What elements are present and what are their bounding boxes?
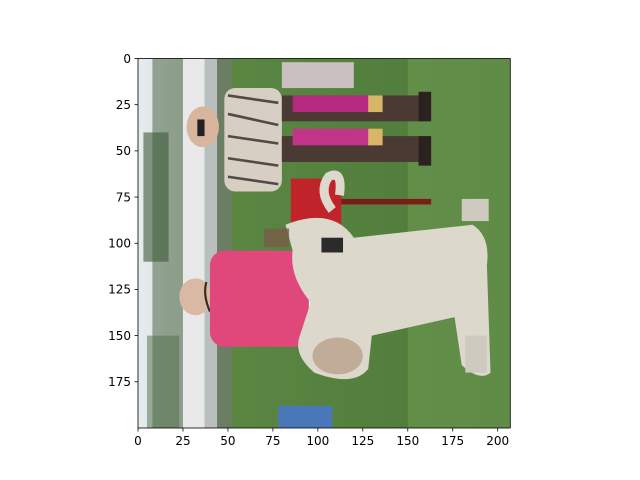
x-tick-label: 75 [265, 434, 280, 448]
y-tick-label: 175 [108, 375, 131, 389]
x-tick-label: 150 [396, 434, 419, 448]
x-tick-label: 200 [486, 434, 509, 448]
x-tick-label: 50 [220, 434, 235, 448]
y-axis: 0 25 50 75 100 125 150 175 [108, 52, 138, 389]
x-tick-label: 0 [134, 434, 142, 448]
photo-image [138, 58, 511, 429]
y-tick-label: 25 [116, 98, 131, 112]
x-tick-label: 100 [306, 434, 329, 448]
y-tick-label: 50 [116, 144, 131, 158]
y-tick-label: 75 [116, 190, 131, 204]
y-tick-label: 150 [108, 329, 131, 343]
x-axis: 0 25 50 75 100 125 150 175 200 [134, 428, 509, 448]
x-tick-label: 25 [175, 434, 190, 448]
y-tick-label: 125 [108, 283, 131, 297]
x-tick-label: 175 [441, 434, 464, 448]
y-tick-label: 100 [108, 237, 131, 251]
y-tick-label: 0 [123, 52, 131, 66]
x-tick-label: 125 [351, 434, 374, 448]
